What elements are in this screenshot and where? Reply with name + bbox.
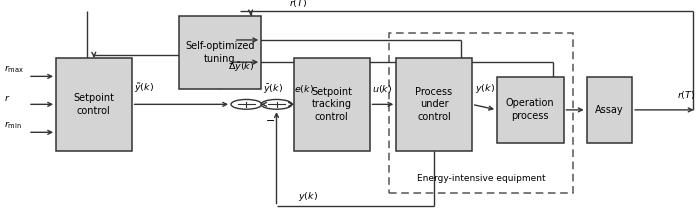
Bar: [56, 58, 132, 151]
Text: Self-optimized
tuning: Self-optimized tuning: [185, 41, 255, 63]
Text: $r_{\mathrm{max}}$: $r_{\mathrm{max}}$: [4, 64, 25, 75]
Text: $r(T)$: $r(T)$: [290, 0, 308, 9]
Circle shape: [231, 99, 262, 109]
Bar: [587, 77, 632, 143]
Text: Setpoint
tracking
control: Setpoint tracking control: [312, 87, 352, 122]
Circle shape: [261, 99, 292, 109]
Text: Setpoint
control: Setpoint control: [74, 93, 114, 116]
Text: $\tilde{y}(k)$: $\tilde{y}(k)$: [134, 82, 155, 95]
Text: $\Delta\tilde{y}(k)$: $\Delta\tilde{y}(k)$: [228, 60, 254, 73]
Text: $y(k)$: $y(k)$: [475, 82, 495, 95]
Text: $u(k)$: $u(k)$: [372, 83, 393, 95]
Text: Energy-intensive equipment: Energy-intensive equipment: [416, 174, 545, 183]
Text: $r$: $r$: [4, 93, 10, 103]
Text: $-$: $-$: [265, 114, 274, 124]
Bar: [178, 16, 261, 89]
Bar: [389, 33, 573, 193]
Text: Assay: Assay: [595, 105, 624, 115]
Text: $r(T)$: $r(T)$: [677, 89, 695, 101]
Bar: [396, 58, 472, 151]
Bar: [294, 58, 370, 151]
Text: Process
under
control: Process under control: [415, 87, 453, 122]
Text: $r_{\mathrm{min}}$: $r_{\mathrm{min}}$: [4, 120, 22, 131]
Bar: [497, 77, 564, 143]
Text: Operation
process: Operation process: [506, 99, 554, 121]
Text: $y(k)$: $y(k)$: [298, 190, 318, 203]
Text: $e(k)$: $e(k)$: [294, 83, 314, 95]
Text: $\bar{y}(k)$: $\bar{y}(k)$: [263, 82, 284, 95]
